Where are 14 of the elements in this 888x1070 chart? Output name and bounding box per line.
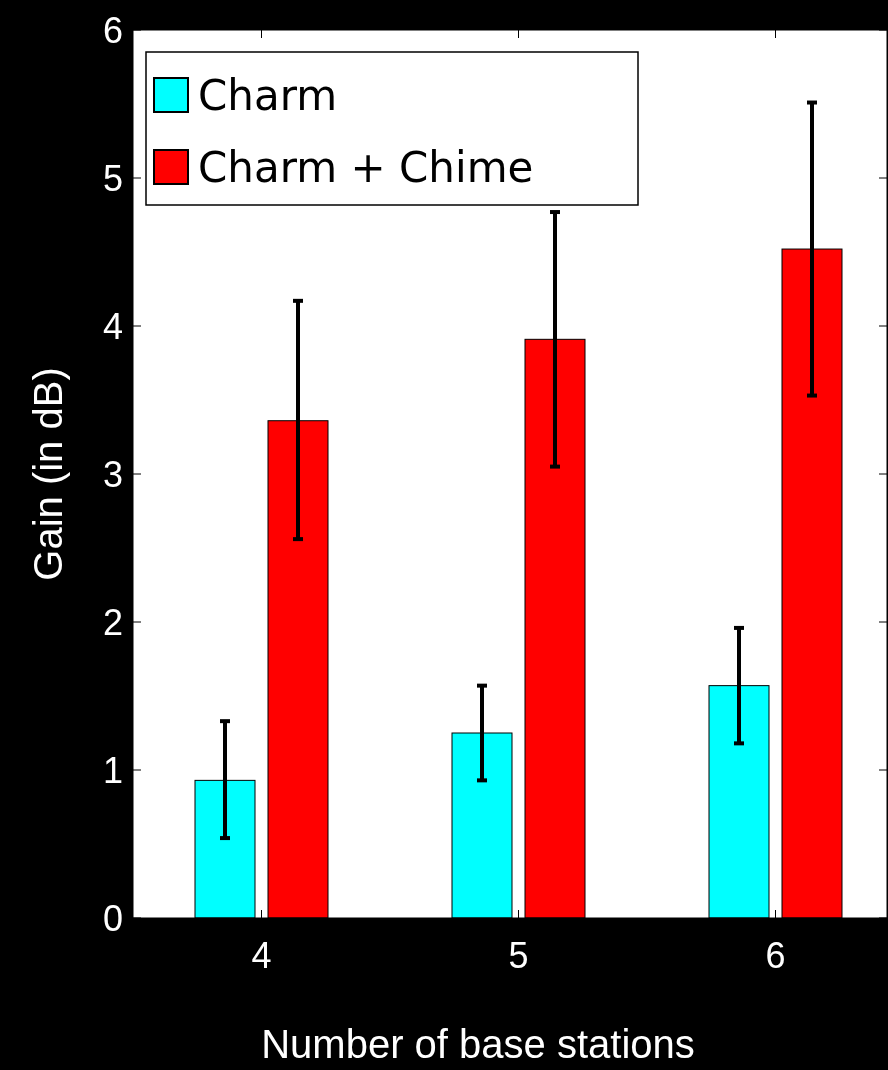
x-tick-label: 5 — [508, 935, 529, 976]
x-tick-label: 6 — [765, 935, 786, 976]
y-tick-label: 2 — [102, 601, 123, 643]
legend-label: Charm — [198, 70, 338, 120]
x-tick-label: 4 — [251, 935, 272, 976]
y-tick-label: 0 — [102, 897, 123, 939]
x-axis-title: Number of base stations — [261, 1022, 695, 1066]
y-tick-label: 4 — [102, 305, 123, 347]
legend-label: Charm + Chime — [198, 142, 534, 192]
y-axis-title: Gain (in dB) — [26, 367, 70, 581]
y-tick-label: 3 — [102, 453, 123, 495]
y-tick-label: 6 — [102, 9, 123, 51]
y-tick-label: 1 — [102, 749, 123, 791]
y-tick-label: 5 — [102, 157, 123, 199]
